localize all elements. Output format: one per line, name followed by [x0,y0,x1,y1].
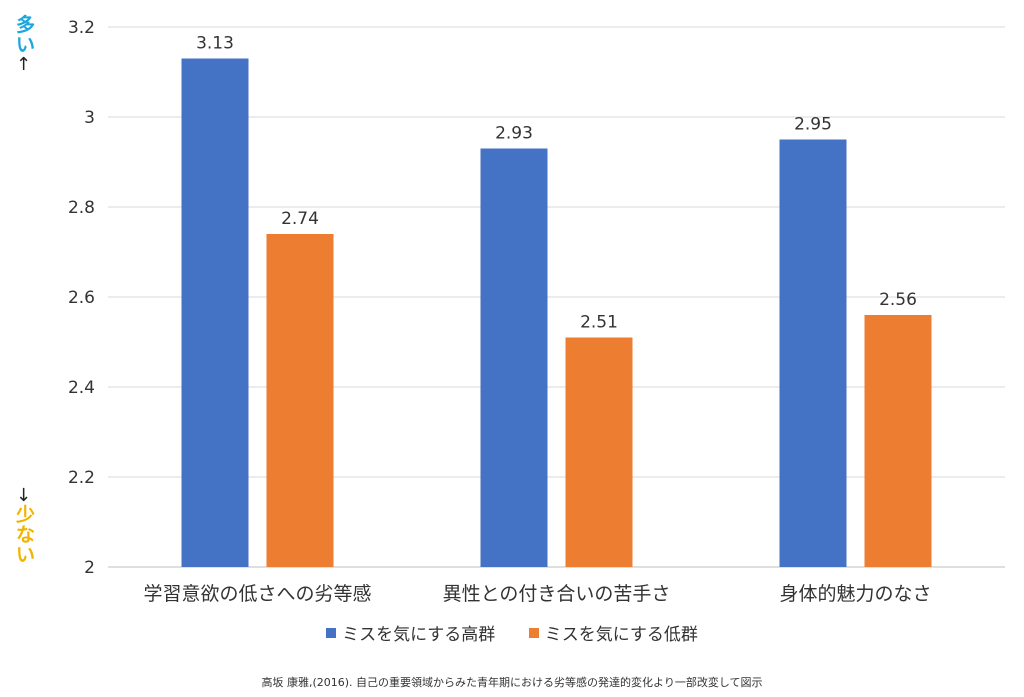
y-tick-label: 2.2 [68,468,95,488]
legend-item-high: ミスを気にする高群 [326,620,495,645]
category-label: 異性との付き合いの苦手さ [443,583,671,605]
source-note: 高坂 康雅,(2016). 自己の重要領域からみた青年期における劣等感の発達的変… [261,676,763,689]
bar-high [480,148,548,567]
bar-low [864,315,932,567]
legend-swatch-low [528,627,539,638]
bar-high [181,58,249,567]
legend-label-high: ミスを気にする高群 [342,625,496,645]
legend-swatch-high [326,627,337,638]
less-label-char-2: な [16,523,36,546]
data-label: 2.74 [281,209,319,229]
less-indicator: ↓ 少 な い [16,485,36,566]
y-tick-label: 2.4 [68,378,95,398]
y-tick-label: 2.8 [68,198,95,218]
up-arrow-icon: ↑ [16,53,32,75]
y-tick-label: 2 [84,558,95,578]
data-label: 3.13 [196,34,234,54]
y-tick-label: 3.2 [68,18,95,38]
legend-item-low: ミスを気にする低群 [528,620,698,645]
more-label-char-2: い [16,33,36,56]
y-tick-label: 2.6 [68,288,95,308]
bar-low [266,234,334,567]
more-label-char-1: 多 [16,14,36,36]
less-label-char-3: い [16,543,36,566]
data-label: 2.51 [580,313,618,333]
data-label: 2.93 [495,124,533,144]
y-tick-label: 3 [84,108,95,128]
down-arrow-icon: ↓ [16,485,32,506]
data-label: 2.95 [794,115,832,135]
bar-low [565,337,633,567]
data-label: 2.56 [879,290,917,310]
bar-high [779,139,847,567]
category-label: 学習意欲の低さへの劣等感 [143,583,371,605]
category-label: 身体的魅力のなさ [779,583,931,605]
more-indicator: 多 い ↑ [16,14,36,75]
chart-legend: ミスを気にする高群 ミスを気にする低群 [0,620,1024,645]
legend-label-low: ミスを気にする低群 [544,625,698,645]
less-label-char-1: 少 [16,503,36,526]
